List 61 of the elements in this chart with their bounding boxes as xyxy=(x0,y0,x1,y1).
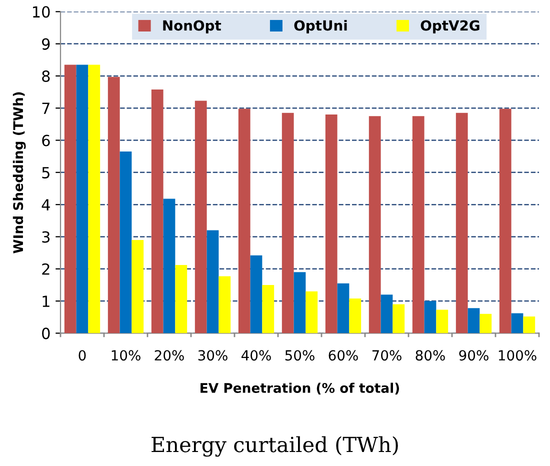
bar xyxy=(511,313,524,334)
bar xyxy=(368,116,381,334)
x-axis-title: EV Penetration (% of total) xyxy=(200,382,399,395)
bar xyxy=(412,116,424,334)
bar xyxy=(88,64,100,334)
legend-label: OptUni xyxy=(294,20,347,34)
bar xyxy=(175,265,188,334)
x-tick-label: 60% xyxy=(328,350,358,361)
x-tick-label: 0 xyxy=(78,350,86,361)
y-tick-label: 1 xyxy=(42,296,50,307)
bar xyxy=(218,276,231,334)
y-tick-label: 10 xyxy=(33,6,50,18)
x-tick-label: 100% xyxy=(498,350,536,361)
x-tick-label: 40% xyxy=(241,350,271,361)
bar xyxy=(436,310,448,334)
bar xyxy=(238,108,250,334)
x-tick-label: 10% xyxy=(112,350,140,361)
legend-label: OptV2G xyxy=(420,20,480,34)
x-tick-label: 20% xyxy=(154,350,184,361)
y-tick-label: 4 xyxy=(42,199,50,210)
x-tick-label: 50% xyxy=(285,350,314,361)
bar xyxy=(456,112,468,334)
bar xyxy=(349,298,362,334)
text: Energy curtailed (TWh) xyxy=(152,436,398,457)
bar xyxy=(163,198,176,334)
bar xyxy=(325,114,338,334)
bar xyxy=(424,301,436,334)
legend-label: NonOpt xyxy=(163,20,222,34)
y-tick-label: 3 xyxy=(42,231,50,243)
bar xyxy=(380,294,393,334)
bar xyxy=(64,64,76,334)
y-tick-label: 7 xyxy=(42,102,50,114)
y-axis-title: WInd Shedding (TWh) xyxy=(12,92,26,254)
bar xyxy=(480,314,492,334)
bar xyxy=(337,283,350,334)
bar xyxy=(499,108,512,334)
bar xyxy=(206,230,219,334)
y-tick-label: 6 xyxy=(42,134,50,146)
bar xyxy=(108,76,120,334)
x-tick-label: 80% xyxy=(416,350,445,361)
bar xyxy=(282,112,294,334)
y-tick-label: 0 xyxy=(42,328,50,340)
y-tick-label: 2 xyxy=(42,263,50,275)
bar xyxy=(132,240,144,334)
bar xyxy=(294,272,306,334)
bar xyxy=(523,316,536,334)
x-tick-label: 30% xyxy=(198,350,228,361)
bar xyxy=(194,100,207,334)
bar xyxy=(262,284,274,334)
bar xyxy=(468,308,480,334)
bar xyxy=(392,304,405,334)
bar xyxy=(120,152,132,334)
x-tick-label: 90% xyxy=(459,350,488,361)
y-tick-label: 9 xyxy=(42,38,50,50)
bar xyxy=(151,89,164,334)
x-tick-label: 70% xyxy=(372,350,402,361)
bar xyxy=(250,255,262,334)
y-tick-label: 8 xyxy=(42,70,50,82)
bar xyxy=(306,291,318,334)
bar xyxy=(76,64,88,334)
y-tick-label: 5 xyxy=(42,167,50,178)
